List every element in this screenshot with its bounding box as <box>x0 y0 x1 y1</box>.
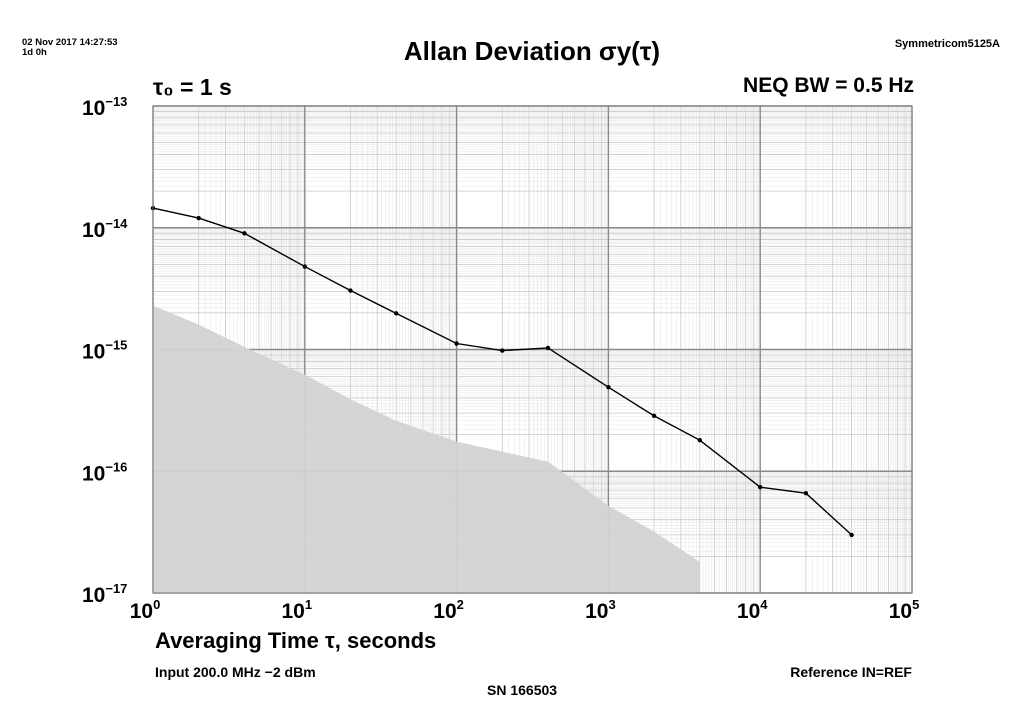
reference-info: Reference IN=REF <box>790 664 912 680</box>
y-tick-label: 10−16 <box>82 459 127 485</box>
data-point <box>697 437 702 443</box>
data-point <box>393 311 399 316</box>
data-point <box>606 385 611 390</box>
timestamp-date: 02 Nov 2017 14:27:53 <box>22 37 118 48</box>
y-tick-label: 10−13 <box>82 94 127 120</box>
x-axis-label: Averaging Time τ, seconds <box>155 628 437 653</box>
data-point <box>758 484 763 490</box>
neq-bw-label: NEQ BW = 0.5 Hz <box>743 74 914 97</box>
data-point <box>545 345 551 351</box>
y-tick-label: 10−17 <box>82 581 127 607</box>
x-tick-label: 101 <box>282 597 313 623</box>
timestamp-duration: 1d 0h <box>22 47 47 58</box>
data-point <box>242 231 247 236</box>
x-tick-label: 103 <box>585 597 616 623</box>
input-info: Input 200.0 MHz −2 dBm <box>155 664 316 680</box>
data-point <box>803 491 809 496</box>
noise-floor-area <box>153 305 700 593</box>
data-point <box>849 532 854 538</box>
x-tick-label: 100 <box>130 597 161 623</box>
instrument-name: Symmetricom5125A <box>894 38 1000 50</box>
chart-title: Allan Deviation σy(τ) <box>403 36 661 66</box>
y-tick-label: 10−15 <box>82 338 127 364</box>
data-point <box>500 348 505 353</box>
tau0-label: τ₀ = 1 s <box>153 74 232 100</box>
y-tick-label: 10−14 <box>82 216 128 242</box>
serial-number: SN 166503 <box>487 682 558 698</box>
data-point <box>302 264 307 269</box>
series-layer <box>150 205 854 538</box>
data-point <box>348 288 353 293</box>
noise-floor-layer <box>153 305 700 593</box>
timestamp: 02 Nov 2017 14:27:53 1d 0h <box>22 38 118 58</box>
plot-frame <box>152 105 913 594</box>
x-tick-label: 104 <box>737 597 768 623</box>
data-point <box>454 341 459 346</box>
x-tick-label: 105 <box>889 597 920 623</box>
x-tick-label: 102 <box>433 597 464 623</box>
data-point <box>196 215 201 221</box>
tick-labels: 100 101 102 103 104 105 10−13 10−14 10−15 10−16 10… <box>82 94 919 623</box>
data-point <box>651 413 657 419</box>
